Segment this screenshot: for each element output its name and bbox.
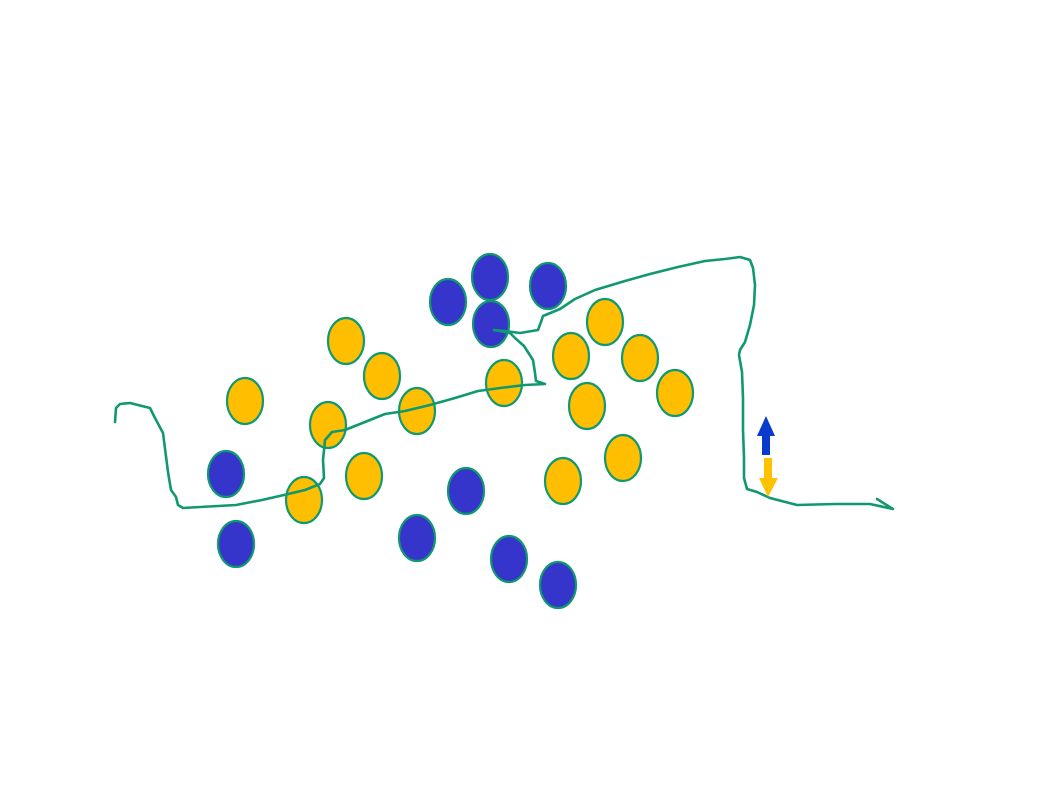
yellow-particle	[286, 477, 322, 523]
particle-group	[208, 254, 693, 608]
yellow-particle	[569, 383, 605, 429]
blue-particle	[491, 536, 527, 582]
blue-particle	[530, 263, 566, 309]
blue-particle	[473, 301, 509, 347]
yellow-particle	[553, 333, 589, 379]
yellow-particle	[587, 299, 623, 345]
yellow-particle	[486, 360, 522, 406]
direction-arrow	[757, 416, 778, 497]
blue-particle	[208, 451, 244, 497]
arrow-up-icon	[757, 416, 775, 455]
yellow-particle	[545, 458, 581, 504]
arrow-down-icon	[759, 458, 778, 497]
yellow-particle	[622, 335, 658, 381]
yellow-particle	[310, 402, 346, 448]
blue-particle	[540, 562, 576, 608]
yellow-particle	[605, 435, 641, 481]
yellow-particle	[364, 353, 400, 399]
yellow-particle	[657, 370, 693, 416]
blue-particle	[430, 279, 466, 325]
blue-particle	[472, 254, 508, 300]
yellow-particle	[346, 453, 382, 499]
blue-particle	[399, 515, 435, 561]
yellow-particle	[328, 318, 364, 364]
yellow-particle	[227, 378, 263, 424]
blue-particle	[218, 521, 254, 567]
blue-particle	[448, 468, 484, 514]
